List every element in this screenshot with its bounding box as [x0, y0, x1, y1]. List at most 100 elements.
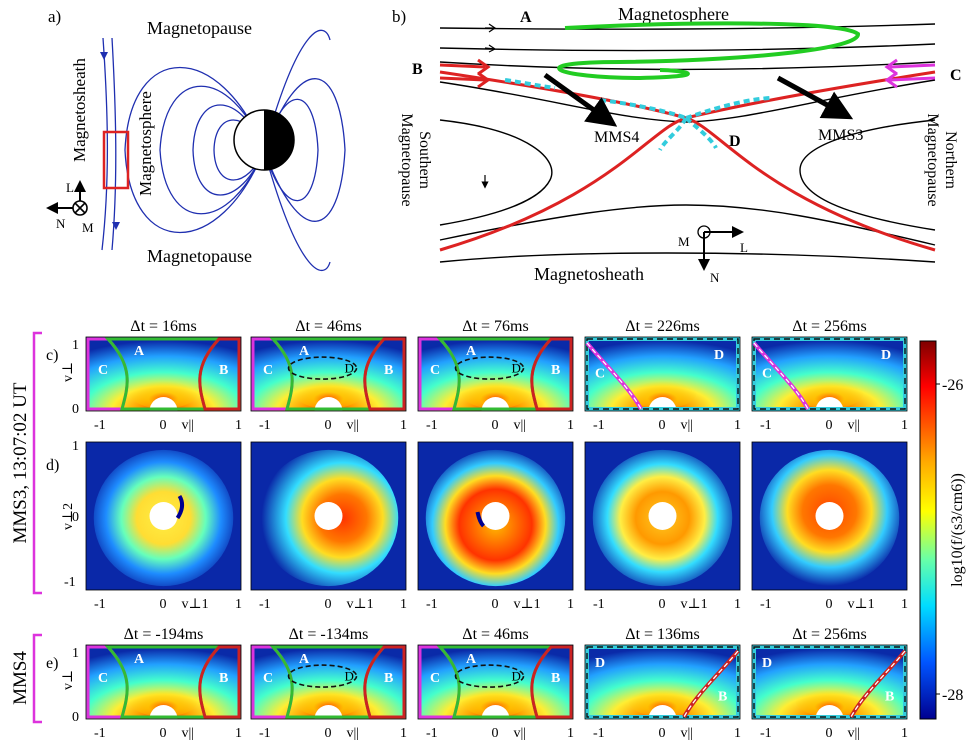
field-arrow-icon	[484, 44, 496, 53]
field-arrow-icon	[485, 23, 497, 33]
region-b-outline	[363, 645, 406, 719]
panel-b-reconnection-sketch: b) Magnetosphere Magnetosheath Southern …	[392, 4, 962, 285]
panel-b-label: b)	[392, 7, 406, 26]
region-d-outline	[454, 356, 525, 380]
distribution-hotspot	[129, 684, 198, 717]
mms4-trajectory-arrow	[543, 72, 618, 127]
tick-label: 1	[901, 597, 908, 612]
mms4-label: MMS4	[594, 129, 639, 146]
panel-a-magnetosheath-label: Magnetosheath	[70, 58, 89, 162]
x-axis-label: v||	[848, 418, 861, 433]
field-arrow-icon	[112, 222, 120, 230]
region-c-marker: C	[430, 671, 440, 686]
tick-label: -1	[426, 418, 438, 433]
panel-a-label: a)	[48, 7, 61, 26]
row-c-distributions: Δt = 16ms A C B -1 0 1 v|| v⊥ 1 0 Δt = 46ms A C B D -1 0 1…	[61, 318, 908, 433]
y-axis-label: v⊥	[61, 362, 76, 382]
colorbar-tick-top: -26	[942, 377, 963, 394]
row-d-distributions: -1 0 1 v⊥1 v⊥2 1 0 -1 -1 0 1 v⊥1 -1 0 1 v⊥1 -1 0 1 v⊥1 -1 0 1 v…	[61, 439, 908, 612]
ion-path-b	[439, 58, 491, 89]
panel-title: Δt = 136ms	[625, 626, 699, 643]
region-b-marker: B	[718, 690, 727, 705]
row-e-panel-3: Δt = 46ms A C B D -1 0 1 v||	[417, 626, 574, 741]
tick-label: 0	[826, 726, 833, 741]
tick-label: 1	[235, 597, 242, 612]
tick-label: -1	[64, 575, 76, 590]
row-e-distributions: Δt = -194ms A C B -1 0 1 v|| v⊥ 1 0 Δt = -134ms A C B D…	[61, 626, 908, 741]
row-c-panel-2: Δt = 46ms A C B D -1 0 1 v||	[250, 318, 407, 433]
region-a-marker: A	[299, 652, 310, 667]
panel-title: Δt = 226ms	[625, 318, 699, 335]
panel-b-magnetosheath-label: Magnetosheath	[534, 264, 644, 284]
tick-label: -1	[760, 418, 772, 433]
y-axis-label: v⊥2	[61, 503, 76, 530]
tick-label: 0	[325, 726, 332, 741]
tick-label: 0	[325, 597, 332, 612]
region-c-marker: C	[430, 363, 440, 378]
northern-label-2: Magnetopause	[924, 113, 941, 206]
panel-title: Δt = 256ms	[792, 626, 866, 643]
tick-label: 0	[659, 726, 666, 741]
panel-b-label-a: A	[520, 9, 532, 26]
tick-label: -1	[426, 597, 438, 612]
tick-label: 1	[734, 597, 741, 612]
separatrix-lines	[439, 70, 936, 252]
tick-label: 1	[235, 418, 242, 433]
core-mask	[481, 502, 510, 530]
distribution-hotspot	[294, 684, 363, 717]
ion-path-a	[557, 21, 860, 81]
row-c-panel-5: Δt = 256ms D C -1 0 1 v||	[751, 318, 908, 433]
x-axis-label: v||	[681, 726, 694, 741]
x-axis-label: v||	[182, 726, 195, 741]
tick-label: 0	[72, 510, 79, 525]
mms3-trajectory-arrow	[776, 75, 854, 120]
distribution-hotspot	[795, 376, 864, 409]
region-a-marker: A	[299, 344, 310, 359]
tick-label: 0	[492, 726, 499, 741]
region-d-marker: D	[714, 348, 724, 363]
row-d-panel-3: -1 0 1 v⊥1	[417, 441, 574, 612]
tick-label: 1	[901, 726, 908, 741]
distribution-hotspot	[461, 684, 530, 717]
tick-label: 0	[826, 597, 833, 612]
x-axis-label: v⊥1	[182, 597, 209, 612]
southern-label-1: Southern	[416, 131, 433, 189]
panel-title: Δt = 76ms	[462, 318, 528, 335]
tick-label: 1	[567, 418, 574, 433]
tick-label: 0	[659, 597, 666, 612]
region-c-marker: C	[98, 671, 108, 686]
mms3-bracket	[32, 331, 42, 595]
distribution-hotspot	[795, 684, 864, 717]
axis-m-label: M	[678, 234, 690, 249]
panel-b-label-d: D	[729, 133, 741, 150]
southern-label-2: Magnetopause	[398, 113, 415, 206]
row-labels: MMS3, 13:07:02 UT MMS4 c) d) e)	[10, 331, 59, 724]
mms3-row-label: MMS3, 13:07:02 UT	[10, 382, 31, 543]
region-d-marker: D	[595, 656, 605, 671]
core-mask	[648, 502, 677, 530]
row-e-label: e)	[46, 655, 58, 672]
row-d-panel-1: -1 0 1 v⊥1 v⊥2 1 0 -1	[61, 439, 242, 612]
tick-label: -1	[94, 418, 106, 433]
region-d-marker: D	[345, 361, 354, 376]
ion-path-c	[884, 58, 936, 89]
region-d-marker: D	[512, 669, 521, 684]
x-axis-label: v⊥1	[514, 597, 541, 612]
panel-title: Δt = 46ms	[462, 626, 528, 643]
panel-b-magnetosphere-label: Magnetosphere	[618, 4, 729, 24]
row-c-label: c)	[46, 347, 58, 364]
tick-label: 1	[72, 646, 79, 661]
axis-n-label: N	[56, 216, 66, 231]
region-c-marker: C	[263, 363, 273, 378]
tick-label: -1	[259, 418, 271, 433]
panel-title: Δt = 16ms	[130, 318, 196, 335]
panel-b-label-c: C	[950, 67, 962, 84]
row-d-label: d)	[46, 457, 59, 474]
region-c-marker: C	[98, 363, 108, 378]
axis-l-label: L	[740, 240, 748, 255]
earth-night-side	[264, 110, 294, 170]
row-e-panel-4: Δt = 136ms D B -1 0 1 v||	[584, 626, 741, 741]
row-c-panel-3: Δt = 76ms A C B D -1 0 1 v||	[417, 318, 574, 433]
colorbar-label: log10(f/(s3/cm6))	[949, 473, 966, 587]
